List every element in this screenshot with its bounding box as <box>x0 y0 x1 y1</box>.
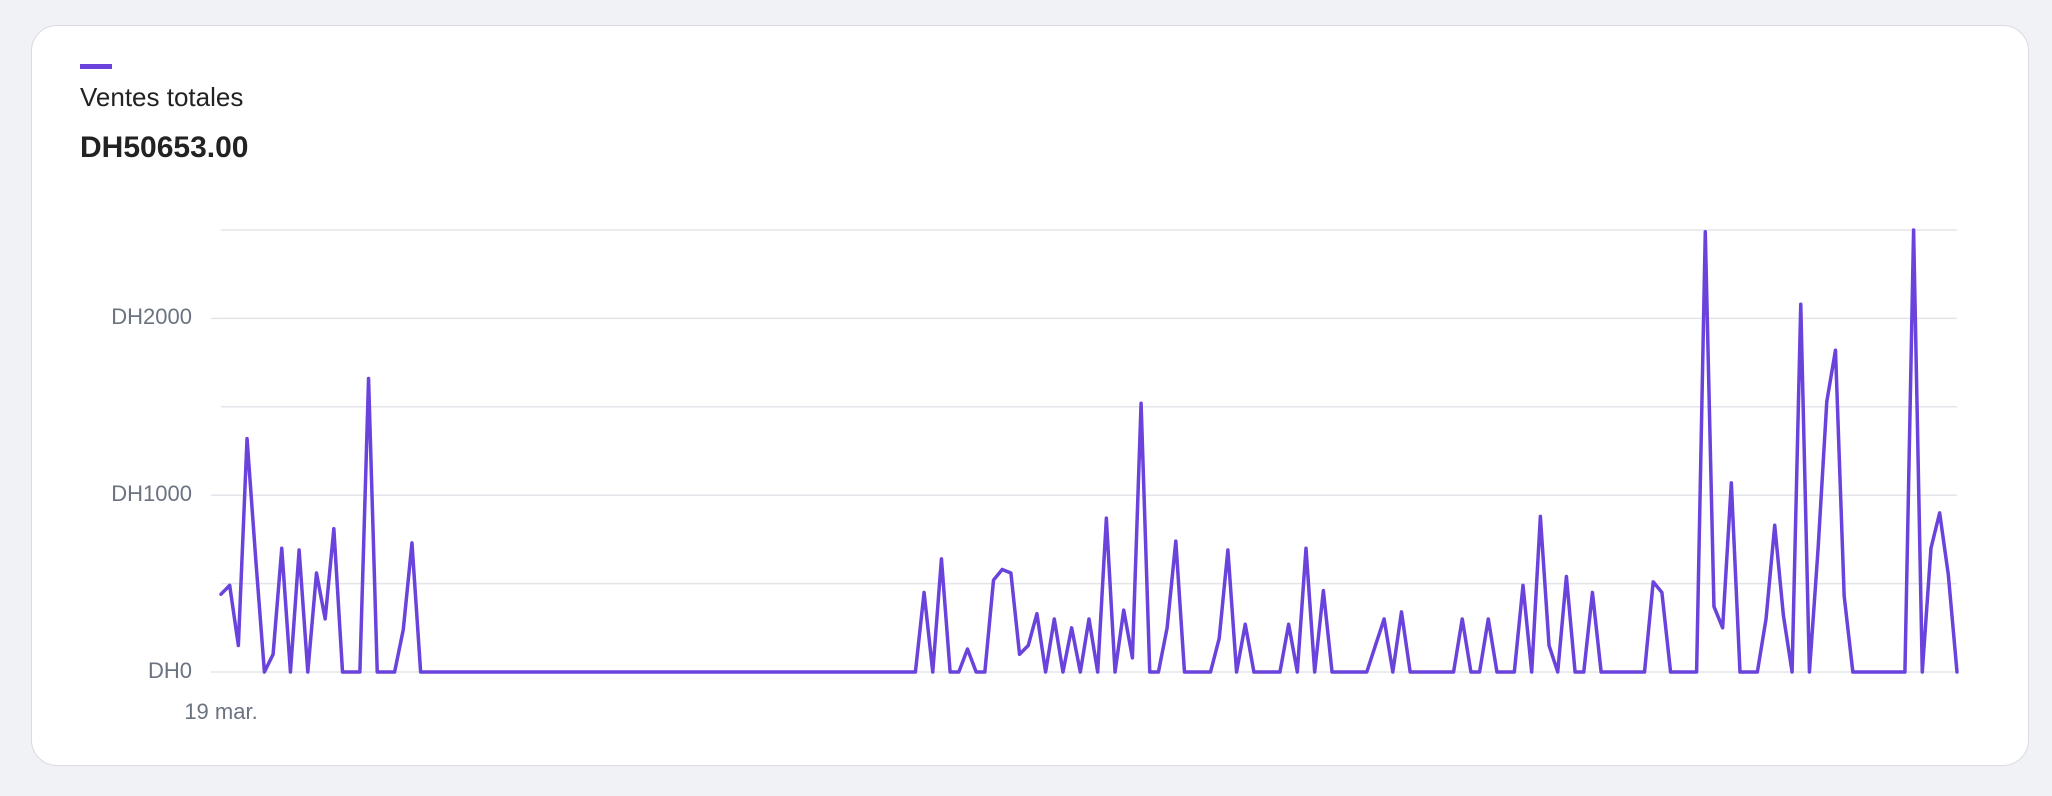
series-line <box>219 228 1959 674</box>
total-value: DH50653.00 <box>80 131 248 164</box>
x-tick-label: 19 mar. <box>184 699 257 724</box>
y-tick-label: DH2000 <box>111 304 192 329</box>
legend-label: Ventes totales <box>80 82 243 112</box>
legend-swatch <box>80 64 112 69</box>
y-tick-label: DH0 <box>148 658 192 683</box>
y-tick-label: DH1000 <box>111 481 192 506</box>
